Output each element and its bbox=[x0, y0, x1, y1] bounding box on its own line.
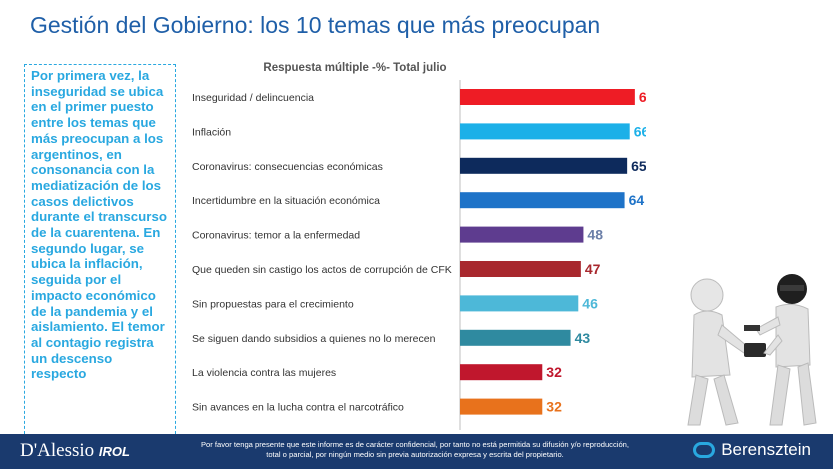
bar bbox=[460, 364, 543, 381]
bar bbox=[460, 192, 625, 209]
category-label: Que queden sin castigo los actos de corr… bbox=[192, 264, 452, 276]
dalessio-logo: D'Alessio IROL bbox=[20, 440, 130, 462]
confidentiality-note: Por favor tenga presente que este inform… bbox=[200, 440, 630, 459]
category-label: Incertidumbre en la situación económica bbox=[192, 195, 380, 207]
bar bbox=[460, 89, 635, 105]
berensztein-mark-icon bbox=[693, 442, 716, 458]
commentary-text: Por primera vez, la inseguridad se ubica… bbox=[31, 68, 167, 382]
page-title: Gestión del Gobierno: los 10 temas que m… bbox=[30, 12, 601, 38]
category-label: Se siguen dando subsidios a quienes no l… bbox=[192, 333, 436, 345]
category-label: Inseguridad / delincuencia bbox=[192, 92, 314, 104]
category-label: Inflación bbox=[192, 126, 231, 138]
robbery-illustration bbox=[652, 255, 833, 433]
data-label: 48 bbox=[587, 227, 603, 243]
data-label: 64 bbox=[629, 192, 645, 208]
berensztein-logo-text: Berensztein bbox=[721, 440, 811, 459]
category-label: Sin propuestas para el crecimiento bbox=[192, 298, 354, 310]
bar bbox=[460, 123, 630, 140]
dalessio-logo-text: D'Alessio bbox=[20, 440, 95, 461]
data-label: 66 bbox=[634, 123, 646, 139]
bar bbox=[460, 329, 571, 346]
bar-chart: Inseguridad / delincuencia 68 Inflación 66 C… bbox=[192, 80, 646, 430]
data-label: 68 bbox=[639, 89, 646, 105]
data-label: 47 bbox=[585, 261, 601, 277]
data-label: 32 bbox=[546, 364, 562, 380]
commentary-box: Por primera vez, la inseguridad se ubica… bbox=[24, 64, 176, 444]
irol-logo-text: IROL bbox=[98, 444, 130, 459]
category-label: Sin avances en la lucha contra el narcot… bbox=[192, 402, 404, 414]
berensztein-logo: Berensztein bbox=[693, 440, 811, 460]
category-label: Coronavirus: temor a la enfermedad bbox=[192, 230, 360, 242]
bar bbox=[460, 295, 579, 312]
data-label: 32 bbox=[546, 399, 562, 415]
bar bbox=[460, 261, 581, 277]
chart-title: Respuesta múltiple -%- Total julio bbox=[263, 62, 447, 74]
category-label: Coronavirus: consecuencias económicas bbox=[192, 161, 383, 173]
data-label: 65 bbox=[631, 158, 646, 174]
category-label: La violencia contra las mujeres bbox=[192, 367, 336, 379]
bar bbox=[460, 398, 543, 415]
bar bbox=[460, 157, 628, 174]
bar bbox=[460, 226, 584, 243]
data-label: 46 bbox=[582, 295, 598, 311]
data-label: 43 bbox=[575, 330, 591, 346]
